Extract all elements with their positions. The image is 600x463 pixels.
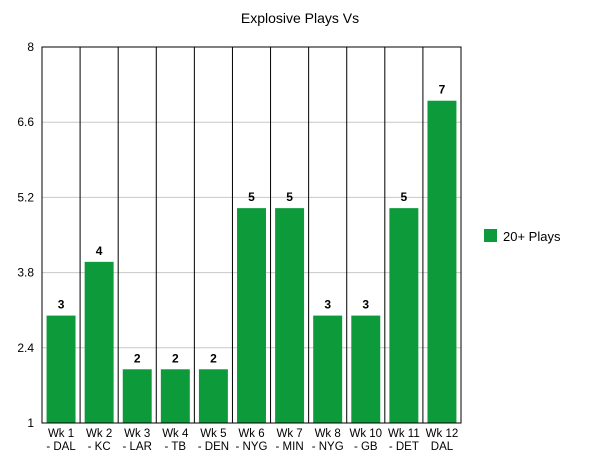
x-tick-label: Wk 3- LAR bbox=[123, 428, 152, 453]
bar bbox=[275, 208, 305, 423]
x-tick-label: Wk 11- DET bbox=[388, 428, 420, 453]
data-labels: 3 4 2 2 2 5 5 3 3 5 7 bbox=[58, 83, 446, 366]
plot-frame bbox=[41, 46, 462, 424]
bar-value-label: 7 bbox=[439, 83, 446, 97]
x-tick-label: Wk 4- TB bbox=[162, 428, 189, 453]
axes: 1 2.4 3.8 5.2 6.6 8 Wk 1- DAL Wk 2- KC Wk 3- LAR… bbox=[17, 40, 462, 453]
bar bbox=[46, 315, 76, 423]
y-tick-label: 3.8 bbox=[17, 266, 34, 280]
y-tick-label: 1 bbox=[27, 416, 34, 430]
x-tick-label: Wk 1- DAL bbox=[46, 428, 76, 453]
bar-value-label: 2 bbox=[134, 351, 141, 365]
chart-title: Explosive Plays Vs bbox=[241, 10, 359, 26]
y-tick-label: 8 bbox=[27, 40, 34, 54]
y-tick-label: 5.2 bbox=[17, 190, 34, 204]
x-tick-label: Wk 10- GB bbox=[349, 428, 382, 453]
y-tick-label: 2.4 bbox=[17, 341, 34, 355]
y-tick-label: 6.6 bbox=[17, 115, 34, 129]
bar bbox=[198, 369, 228, 423]
x-tick-label: Wk 2- KC bbox=[86, 428, 112, 453]
bar-value-label: 5 bbox=[286, 190, 293, 204]
x-tick-label: Wk 5- DEN bbox=[198, 428, 229, 453]
bars bbox=[46, 100, 457, 423]
x-tick-label: Wk 12 DAL bbox=[426, 428, 459, 453]
bar-value-label: 4 bbox=[96, 244, 103, 258]
bar-value-label: 2 bbox=[210, 351, 217, 365]
x-tick-label: Wk 8- NYG bbox=[312, 428, 344, 453]
legend-label: 20+ Plays bbox=[503, 229, 561, 244]
bar bbox=[427, 100, 457, 423]
bar bbox=[313, 315, 343, 423]
bar bbox=[389, 208, 419, 423]
bar-value-label: 5 bbox=[401, 190, 408, 204]
bar-value-label: 3 bbox=[324, 298, 331, 312]
bar bbox=[351, 315, 381, 423]
bar-value-label: 3 bbox=[58, 298, 65, 312]
bar-value-label: 2 bbox=[172, 351, 179, 365]
bar bbox=[160, 369, 190, 423]
legend-swatch bbox=[484, 229, 497, 242]
bar bbox=[122, 369, 152, 423]
bar bbox=[237, 208, 266, 423]
x-tick-label: Wk 6- NYG bbox=[236, 428, 268, 453]
bar bbox=[84, 261, 114, 423]
legend: 20+ Plays bbox=[484, 229, 561, 244]
bar-value-label: 3 bbox=[362, 298, 369, 312]
x-tick-label: Wk 7- MIN bbox=[276, 428, 304, 453]
bar-value-label: 5 bbox=[248, 190, 255, 204]
